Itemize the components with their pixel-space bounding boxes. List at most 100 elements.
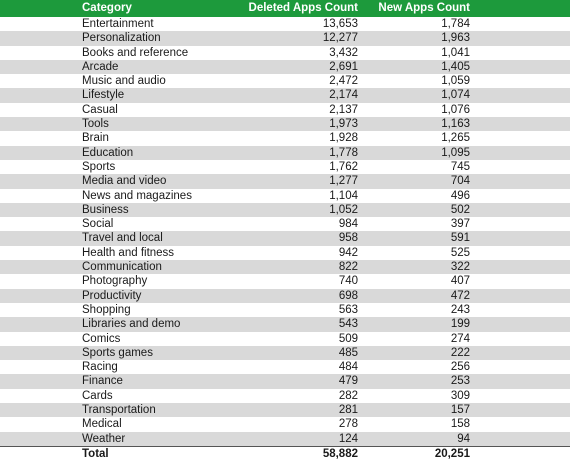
deleted-count-cell: 2,472 bbox=[210, 74, 358, 89]
table-row: Brain 1,928 1,265 bbox=[0, 131, 570, 146]
deleted-count-cell: 698 bbox=[210, 288, 358, 303]
deleted-count-cell: 12,277 bbox=[210, 31, 358, 46]
new-count-cell: 397 bbox=[358, 217, 570, 232]
new-count-cell: 1,265 bbox=[358, 131, 570, 146]
category-cell: Finance bbox=[0, 374, 210, 389]
table-row: Cards 282 309 bbox=[0, 388, 570, 404]
category-cell: Cards bbox=[0, 388, 210, 404]
table-row: Health and fitness 942 525 bbox=[0, 245, 570, 261]
category-cell: Lifestyle bbox=[0, 88, 210, 103]
new-count-cell: 222 bbox=[358, 345, 570, 361]
deleted-count-cell: 1,104 bbox=[210, 188, 358, 203]
table-row: Finance 479 253 bbox=[0, 374, 570, 389]
deleted-count-cell: 1,973 bbox=[210, 117, 358, 132]
table-row: Weather 124 94 bbox=[0, 431, 570, 447]
new-count-cell: 496 bbox=[358, 188, 570, 203]
new-count-cell: 199 bbox=[358, 317, 570, 332]
category-cell: Business bbox=[0, 202, 210, 218]
table-row: Books and reference 3,432 1,041 bbox=[0, 45, 570, 60]
category-cell: Medical bbox=[0, 417, 210, 432]
category-cell: Libraries and demo bbox=[0, 317, 210, 332]
table-row: Productivity 698 472 bbox=[0, 288, 570, 303]
deleted-count-cell: 1,778 bbox=[210, 145, 358, 160]
deleted-count-cell: 1,928 bbox=[210, 131, 358, 146]
table-row: Arcade 2,691 1,405 bbox=[0, 59, 570, 75]
table-row: Music and audio 2,472 1,059 bbox=[0, 74, 570, 89]
table-row: Education 1,778 1,095 bbox=[0, 145, 570, 160]
table-row: Racing 484 256 bbox=[0, 360, 570, 375]
new-count-cell: 525 bbox=[358, 245, 570, 261]
total-label: Total bbox=[0, 445, 210, 461]
deleted-count-cell: 958 bbox=[210, 231, 358, 246]
category-cell: Racing bbox=[0, 360, 210, 375]
deleted-count-cell: 479 bbox=[210, 374, 358, 389]
new-count-cell: 1,095 bbox=[358, 145, 570, 160]
category-cell: Tools bbox=[0, 117, 210, 132]
table-row: Media and video 1,277 704 bbox=[0, 174, 570, 189]
new-count-cell: 322 bbox=[358, 260, 570, 275]
table-row: Transportation 281 157 bbox=[0, 403, 570, 418]
category-cell: Music and audio bbox=[0, 74, 210, 89]
table-row: Business 1,052 502 bbox=[0, 202, 570, 218]
new-count-cell: 309 bbox=[358, 388, 570, 404]
total-deleted: 58,882 bbox=[210, 445, 358, 461]
table-row: News and magazines 1,104 496 bbox=[0, 188, 570, 203]
deleted-count-cell: 942 bbox=[210, 245, 358, 261]
deleted-count-cell: 485 bbox=[210, 345, 358, 361]
deleted-count-cell: 2,691 bbox=[210, 59, 358, 75]
category-cell: Weather bbox=[0, 431, 210, 447]
deleted-count-cell: 740 bbox=[210, 274, 358, 289]
category-cell: Comics bbox=[0, 331, 210, 346]
deleted-count-cell: 281 bbox=[210, 403, 358, 418]
header-category: Category bbox=[0, 0, 210, 17]
new-count-cell: 1,059 bbox=[358, 74, 570, 89]
total-row: Total 58,882 20,251 bbox=[0, 445, 570, 461]
category-cell: News and magazines bbox=[0, 188, 210, 203]
new-count-cell: 1,405 bbox=[358, 59, 570, 75]
table-row: Lifestyle 2,174 1,074 bbox=[0, 88, 570, 103]
deleted-count-cell: 1,762 bbox=[210, 159, 358, 175]
header-new-apps: New Apps Count bbox=[358, 0, 570, 17]
category-cell: Shopping bbox=[0, 302, 210, 318]
table-row: Shopping 563 243 bbox=[0, 302, 570, 318]
table-row: Travel and local 958 591 bbox=[0, 231, 570, 246]
new-count-cell: 253 bbox=[358, 374, 570, 389]
deleted-count-cell: 282 bbox=[210, 388, 358, 404]
table-row: Comics 509 274 bbox=[0, 331, 570, 346]
deleted-count-cell: 484 bbox=[210, 360, 358, 375]
category-cell: Health and fitness bbox=[0, 245, 210, 261]
new-count-cell: 502 bbox=[358, 202, 570, 218]
table-row: Casual 2,137 1,076 bbox=[0, 102, 570, 118]
category-cell: Casual bbox=[0, 102, 210, 118]
category-cell: Personalization bbox=[0, 31, 210, 46]
new-count-cell: 157 bbox=[358, 403, 570, 418]
new-count-cell: 1,076 bbox=[358, 102, 570, 118]
deleted-count-cell: 3,432 bbox=[210, 45, 358, 60]
table-row: Libraries and demo 543 199 bbox=[0, 317, 570, 332]
deleted-count-cell: 509 bbox=[210, 331, 358, 346]
deleted-count-cell: 2,137 bbox=[210, 102, 358, 118]
category-cell: Travel and local bbox=[0, 231, 210, 246]
table-row: Personalization 12,277 1,963 bbox=[0, 31, 570, 46]
new-count-cell: 1,963 bbox=[358, 31, 570, 46]
new-count-cell: 745 bbox=[358, 159, 570, 175]
category-cell: Entertainment bbox=[0, 17, 210, 32]
category-cell: Photography bbox=[0, 274, 210, 289]
total-new: 20,251 bbox=[358, 445, 570, 461]
table-row: Sports 1,762 745 bbox=[0, 159, 570, 175]
table-row: Photography 740 407 bbox=[0, 274, 570, 289]
deleted-count-cell: 13,653 bbox=[210, 17, 358, 32]
table-body: Entertainment 13,653 1,784 Personalization 1… bbox=[0, 17, 570, 447]
new-count-cell: 158 bbox=[358, 417, 570, 432]
deleted-count-cell: 563 bbox=[210, 302, 358, 318]
deleted-count-cell: 124 bbox=[210, 431, 358, 447]
category-cell: Productivity bbox=[0, 288, 210, 303]
table-row: Sports games 485 222 bbox=[0, 345, 570, 361]
category-cell: Media and video bbox=[0, 174, 210, 189]
table-row: Social 984 397 bbox=[0, 217, 570, 232]
header-deleted-apps: Deleted Apps Count bbox=[210, 0, 358, 17]
category-cell: Sports bbox=[0, 159, 210, 175]
new-count-cell: 407 bbox=[358, 274, 570, 289]
deleted-count-cell: 543 bbox=[210, 317, 358, 332]
